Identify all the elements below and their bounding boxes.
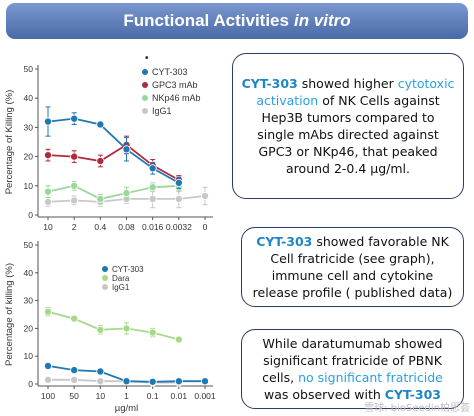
- watermark: 雪球: bioSeedin柏思荟: [364, 403, 470, 414]
- legend-label: CYT-303: [152, 67, 188, 77]
- y-tick-label: 0: [28, 210, 33, 220]
- data-point: [96, 377, 105, 386]
- y-tick-label: 50: [24, 240, 34, 250]
- banner-title: Functional Activities: [123, 11, 289, 30]
- data-point: [44, 187, 53, 196]
- section-banner: Functional Activities in vitro: [6, 3, 468, 39]
- data-point: [96, 325, 105, 334]
- y-tick-label: 40: [24, 268, 34, 278]
- x-tick-label: 0.4: [94, 222, 106, 232]
- legend-swatch: [142, 69, 148, 75]
- data-point: [70, 181, 79, 190]
- legend-swatch: [102, 275, 108, 281]
- legend-swatch: [142, 108, 148, 114]
- legend-marker: •: [145, 53, 149, 64]
- data-point: [122, 324, 131, 333]
- data-point: [44, 197, 53, 206]
- y-tick-label: 10: [24, 351, 34, 361]
- callout-daratumumab-comparison: While daratumumab showed significant fra…: [241, 329, 464, 409]
- x-tick-label: 0.08: [118, 222, 135, 232]
- legend-label: Dara: [112, 274, 130, 283]
- data-point: [148, 194, 157, 203]
- legend-label: IgG1: [112, 283, 130, 292]
- y-tick-label: 20: [24, 323, 34, 333]
- y-tick-label: 10: [24, 181, 34, 191]
- data-point: [70, 114, 79, 123]
- y-axis-title: Percentage of killing (%): [4, 263, 15, 366]
- killing-chart-nk: 010203040501020.40.080.0160.00320µg/mlPe…: [4, 53, 213, 232]
- callout-cytotoxic-activation: CYT-303 showed higher cytotoxic activati…: [232, 53, 464, 199]
- data-point: [174, 335, 183, 344]
- y-tick-label: 30: [24, 296, 34, 306]
- x-tick-label: 0.01: [171, 391, 188, 401]
- data-point: [148, 183, 157, 192]
- legend-swatch: [102, 266, 108, 272]
- data-point: [122, 189, 131, 198]
- data-point: [148, 377, 157, 386]
- x-tick-label: 10: [43, 222, 53, 232]
- data-point: [70, 366, 79, 375]
- data-point: [148, 164, 157, 173]
- y-tick-label: 20: [24, 152, 34, 162]
- y-tick-label: 50: [24, 64, 34, 74]
- x-tick-label: 0.0032: [166, 222, 192, 232]
- data-point: [44, 151, 53, 160]
- legend-label: IgG1: [152, 106, 172, 116]
- series-line-dara: [47, 310, 180, 341]
- y-axis-title: Percentage of Killing (%): [4, 90, 15, 195]
- x-axis-title: µg/ml: [115, 403, 138, 414]
- x-tick-label: 0.1: [147, 391, 159, 401]
- data-point: [96, 156, 105, 165]
- x-tick-label: 0.016: [142, 222, 164, 232]
- data-point: [70, 375, 79, 384]
- data-point: [174, 194, 183, 203]
- series-line-nkp46-mab: [47, 184, 179, 200]
- data-point: [70, 196, 79, 205]
- data-point: [174, 178, 183, 187]
- data-point: [96, 194, 105, 203]
- data-point: [70, 314, 79, 323]
- data-point: [122, 377, 131, 386]
- data-point: [96, 120, 105, 129]
- fratricide-chart: 0 10 20 30 40 50 100 50 10 1 0.1 0.01 0.001 µg/ml Perc…: [4, 240, 216, 414]
- x-tick-label: 0: [203, 222, 208, 232]
- series-line-cyt-303: [47, 117, 180, 184]
- data-point: [44, 117, 53, 126]
- banner-title-italic: in vitro: [293, 11, 351, 30]
- legend-swatch: [102, 284, 108, 290]
- x-tick-label: 0.001: [194, 391, 216, 401]
- y-tick-label: 0: [28, 379, 33, 389]
- data-point: [200, 192, 209, 201]
- x-tick-label: 50: [69, 391, 79, 401]
- legend-label: GPC3 mAb: [152, 80, 198, 90]
- callout-fratricide-profile: CYT-303 showed favorable NK Cell fratric…: [241, 227, 464, 307]
- data-point: [70, 152, 79, 161]
- y-tick-label: 40: [24, 93, 34, 103]
- series-line-gpc3-mab: [47, 143, 180, 181]
- y-tick-label: 30: [24, 122, 34, 132]
- x-tick-label: 1: [124, 391, 129, 401]
- legend-label: CYT-303: [112, 265, 144, 274]
- legend-swatch: [142, 82, 148, 88]
- legend-swatch: [142, 95, 148, 101]
- data-point: [122, 145, 131, 154]
- data-point: [200, 377, 209, 386]
- x-tick-label: 100: [41, 391, 55, 401]
- x-tick-label: 2: [72, 222, 77, 232]
- legend-label: NKp46 mAb: [152, 93, 201, 103]
- data-point: [44, 375, 53, 384]
- data-point: [148, 328, 157, 337]
- x-tick-label: 10: [96, 391, 106, 401]
- data-point: [44, 307, 53, 316]
- data-point: [44, 361, 53, 370]
- data-point: [174, 377, 183, 386]
- data-point: [96, 367, 105, 376]
